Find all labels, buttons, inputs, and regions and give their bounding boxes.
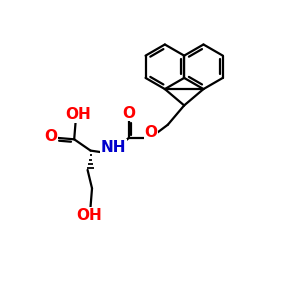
Text: O: O <box>122 106 135 121</box>
Text: O: O <box>44 129 58 144</box>
Text: NH: NH <box>100 140 126 154</box>
Text: OH: OH <box>76 208 102 223</box>
Text: O: O <box>145 125 158 140</box>
Text: OH: OH <box>65 107 91 122</box>
